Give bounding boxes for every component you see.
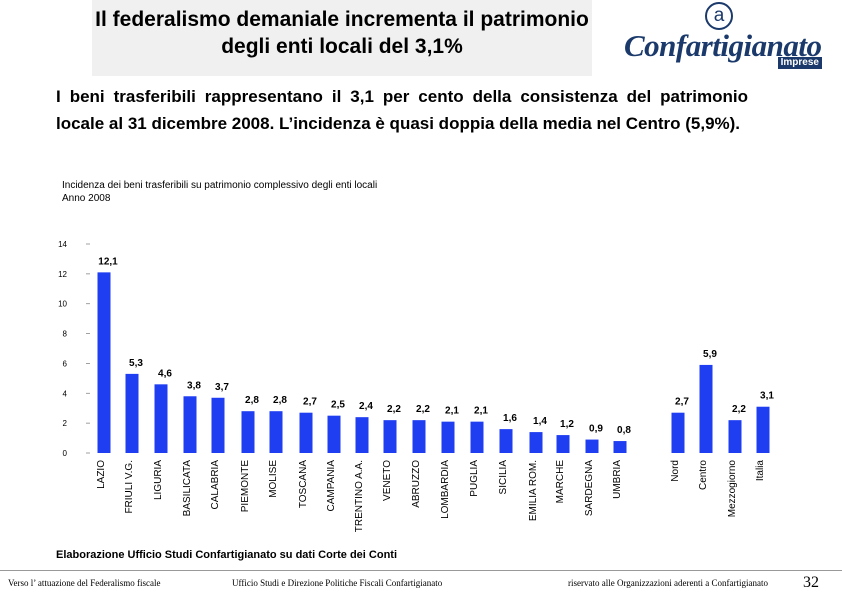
- x-tick-label: TOSCANA: [298, 460, 309, 508]
- data-label: 2,8: [245, 395, 259, 406]
- page-number: 32: [803, 574, 819, 591]
- x-tick-label: SICILIA: [498, 460, 509, 495]
- x-tick-label: MOLISE: [268, 460, 279, 498]
- bar-marche: [556, 435, 570, 453]
- x-tick-label: EMILIA ROM.: [528, 460, 539, 521]
- bar-toscana: [299, 412, 313, 453]
- x-tick-label: FRIULI V.G.: [124, 460, 135, 514]
- footer-right: riservato alle Organizzazioni aderenti a…: [568, 578, 768, 588]
- bar-molise: [269, 411, 283, 453]
- x-tick-label: BASILICATA: [182, 460, 193, 517]
- data-label: 2,2: [732, 404, 746, 415]
- x-tick-label: LOMBARDIA: [440, 460, 451, 519]
- chart-title: Incidenza dei beni trasferibili su patri…: [62, 179, 402, 205]
- footer-left: Verso l’ attuazione del Federalismo fisc…: [8, 578, 161, 588]
- chart-title-line: Incidenza dei beni trasferibili su patri…: [62, 180, 378, 191]
- data-label: 3,7: [215, 382, 229, 393]
- data-label: 4,6: [158, 368, 172, 379]
- footer-center: Ufficio Studi e Direzione Politiche Fisc…: [232, 578, 443, 588]
- x-tick-label: LIGURIA: [153, 460, 164, 500]
- title-box: [92, 0, 592, 76]
- bar-lazio: [97, 272, 111, 453]
- y-tick-label: 14: [58, 240, 67, 249]
- data-label: 2,7: [675, 397, 689, 408]
- bar-italia: [756, 406, 770, 453]
- x-tick-label: Mezzogiorno: [727, 460, 738, 518]
- bar-sicilia: [499, 429, 513, 453]
- data-label: 1,6: [503, 413, 517, 424]
- bar-centro: [699, 364, 713, 453]
- x-tick-label: UMBRIA: [612, 460, 623, 499]
- y-tick-label: 4: [63, 389, 68, 398]
- y-tick-label: 8: [63, 330, 68, 339]
- data-label: 0,8: [617, 425, 631, 436]
- data-label: 3,8: [187, 380, 201, 391]
- data-label: 2,8: [273, 395, 287, 406]
- data-label: 2,2: [387, 404, 401, 415]
- logo-subtext: Imprese: [777, 57, 822, 69]
- x-tick-label: ABRUZZO: [411, 460, 422, 508]
- y-tick-label: 0: [63, 449, 68, 458]
- data-label: 2,4: [359, 401, 373, 412]
- bar-liguria: [154, 384, 168, 453]
- y-tick-label: 12: [58, 270, 67, 279]
- x-tick-label: PIEMONTE: [240, 460, 251, 513]
- data-label: 5,3: [129, 358, 143, 369]
- bar-lombardia: [441, 421, 455, 453]
- bar-trentino-a-a-: [355, 417, 369, 453]
- x-tick-label: PUGLIA: [469, 460, 480, 497]
- y-tick-label: 10: [58, 300, 67, 309]
- confartigianato-logo: a Confartigianato Imprese: [622, 2, 832, 69]
- bar-sardegna: [585, 439, 599, 453]
- data-label: 2,7: [303, 397, 317, 408]
- data-label: 12,1: [98, 256, 118, 267]
- data-label: 2,1: [474, 406, 488, 417]
- bar-calabria: [211, 397, 225, 453]
- x-tick-label: Centro: [698, 460, 709, 490]
- bar-puglia: [470, 421, 484, 453]
- bar-emilia-rom-: [529, 432, 543, 453]
- bar-campania: [327, 415, 341, 453]
- data-label: 3,1: [760, 391, 774, 402]
- footer-divider: [0, 570, 842, 571]
- data-label: 2,5: [331, 400, 345, 411]
- logo-mark-icon: a: [705, 2, 733, 30]
- chart-title-year: Anno 2008: [62, 193, 111, 204]
- x-tick-label: LAZIO: [96, 460, 107, 489]
- slide-subtitle: I beni trasferibili rappresentano il 3,1…: [56, 87, 748, 133]
- bar-friuli-v-g-: [125, 373, 139, 453]
- x-tick-label: Italia: [755, 460, 766, 482]
- bar-umbria: [613, 441, 627, 453]
- x-tick-label: CALABRIA: [210, 460, 221, 510]
- data-label: 5,9: [703, 349, 717, 360]
- bar-basilicata: [183, 396, 197, 453]
- x-tick-label: CAMPANIA: [326, 460, 337, 512]
- x-tick-label: SARDEGNA: [584, 460, 595, 516]
- data-label: 2,1: [445, 406, 459, 417]
- bar-veneto: [383, 420, 397, 453]
- data-label: 1,2: [560, 419, 574, 430]
- bar-chart: 0 2 4 6 8 10 12 14 12,1 LAZIO 5,3 FRIULI V.G. 4,6 LIG…: [58, 240, 774, 532]
- data-label: 1,4: [533, 416, 547, 427]
- x-tick-label: Nord: [670, 460, 681, 482]
- bar-mezzogiorno: [728, 420, 742, 453]
- y-tick-label: 2: [63, 419, 68, 428]
- data-label: 0,9: [589, 424, 603, 435]
- bar-abruzzo: [412, 420, 426, 453]
- bar-piemonte: [241, 411, 255, 453]
- x-tick-label: MARCHE: [555, 460, 566, 504]
- bar-nord: [671, 412, 685, 453]
- x-tick-label: VENETO: [382, 460, 393, 501]
- page-title: Il federalismo demaniale incrementa il p…: [95, 8, 589, 58]
- data-label: 2,2: [416, 404, 430, 415]
- y-tick-label: 6: [63, 359, 68, 368]
- x-tick-label: TRENTINO A.A.: [354, 460, 365, 532]
- source-note: Elaborazione Ufficio Studi Confartigiana…: [56, 549, 398, 561]
